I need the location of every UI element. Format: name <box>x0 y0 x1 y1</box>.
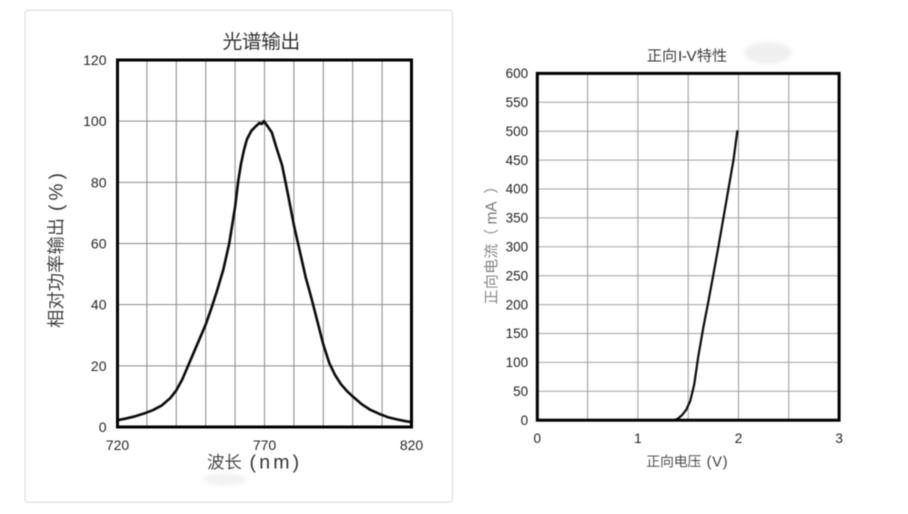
svg-text:(nm): (nm) <box>250 451 303 473</box>
svg-text:0: 0 <box>99 419 107 435</box>
svg-text:720: 720 <box>106 437 130 453</box>
svg-text:0: 0 <box>534 431 542 446</box>
svg-text:A: A <box>484 201 501 212</box>
svg-text:820: 820 <box>400 437 424 453</box>
svg-text:(%): (%) <box>46 169 67 211</box>
svg-text:40: 40 <box>91 297 107 313</box>
svg-text:550: 550 <box>506 95 529 110</box>
svg-text:100: 100 <box>506 355 529 370</box>
svg-text:400: 400 <box>506 182 529 197</box>
svg-text:80: 80 <box>91 174 107 190</box>
svg-text:200: 200 <box>506 297 529 312</box>
svg-text:250: 250 <box>506 268 529 283</box>
svg-text:I-V: I-V <box>678 48 697 65</box>
svg-text:(V): (V) <box>707 454 729 470</box>
svg-text:2: 2 <box>735 431 743 446</box>
svg-text:150: 150 <box>506 326 529 341</box>
svg-text:1: 1 <box>634 431 642 446</box>
svg-text:770: 770 <box>253 437 277 453</box>
svg-text:m: m <box>484 212 501 225</box>
svg-text:300: 300 <box>506 240 529 255</box>
svg-text:500: 500 <box>506 124 529 139</box>
svg-text:450: 450 <box>506 153 529 168</box>
svg-text:120: 120 <box>83 52 107 68</box>
svg-text:60: 60 <box>91 236 107 252</box>
svg-text:100: 100 <box>83 113 107 129</box>
svg-text:50: 50 <box>513 384 528 399</box>
svg-text:3: 3 <box>835 431 843 446</box>
svg-text:350: 350 <box>506 211 529 226</box>
svg-text:600: 600 <box>506 66 529 81</box>
svg-text:20: 20 <box>91 358 107 374</box>
svg-text:0: 0 <box>521 413 529 428</box>
